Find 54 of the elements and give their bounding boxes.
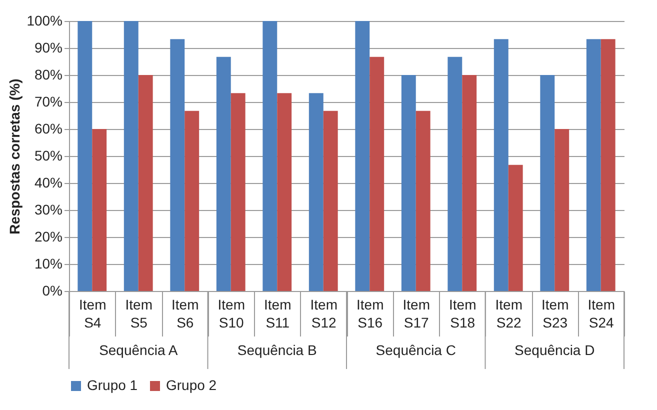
bar <box>462 75 477 291</box>
legend-label: Grupo 2 <box>166 377 217 393</box>
x-tick-label: Item S16 <box>356 296 384 330</box>
bar <box>92 129 107 291</box>
bar <box>540 75 555 291</box>
bar <box>508 164 523 291</box>
x-tick-label: Item S4 <box>79 296 106 330</box>
bar <box>370 56 384 291</box>
text: Sequência B <box>237 342 317 358</box>
bar <box>170 39 185 291</box>
bar <box>416 110 430 291</box>
bar <box>448 56 462 291</box>
y-tick-label: 40% <box>34 174 62 190</box>
bar <box>277 93 292 291</box>
bar <box>124 21 138 291</box>
bar <box>600 39 616 291</box>
y-tick-label: 0% <box>42 282 62 298</box>
x-tick-label: Item S6 <box>172 296 199 330</box>
bar <box>262 21 278 291</box>
y-axis-title: Respostas corretas (%) <box>6 78 23 234</box>
x-tick-label: Item S23 <box>542 296 569 330</box>
x-tick-label: Item S17 <box>402 296 430 330</box>
bar <box>78 21 92 291</box>
y-tick-label: 70% <box>34 94 62 110</box>
y-tick-label: 80% <box>34 66 62 82</box>
y-tick-label: 90% <box>34 40 62 56</box>
bar <box>554 129 570 291</box>
x-tick-label: Item S11 <box>264 296 292 330</box>
legend-label: Grupo 1 <box>87 377 138 393</box>
y-tick-label: 30% <box>34 202 62 218</box>
y-tick-label: 60% <box>34 120 62 136</box>
bar <box>355 21 370 291</box>
x-tick-label: Item S22 <box>495 296 522 330</box>
bar <box>308 93 324 291</box>
bar <box>230 93 246 291</box>
y-tick-label: 20% <box>34 228 62 244</box>
x-tick-label: Item S18 <box>449 296 476 330</box>
y-tick-label: 100% <box>26 12 62 28</box>
bar <box>216 56 231 291</box>
x-tick-label: Item S24 <box>588 296 615 330</box>
y-tick-label: 10% <box>34 256 62 272</box>
bar <box>323 110 338 291</box>
bar <box>138 75 153 291</box>
bar <box>586 39 601 291</box>
bar <box>184 110 200 291</box>
text: Sequência D <box>514 342 595 358</box>
x-tick-label: Item S10 <box>218 296 245 330</box>
text: Sequência C <box>376 342 456 358</box>
text: Sequência A <box>99 342 178 358</box>
x-tick-label: Item S5 <box>125 296 152 330</box>
bar <box>401 75 416 291</box>
y-tick-label: 50% <box>34 148 62 164</box>
bar <box>494 39 508 291</box>
x-tick-label: Item S12 <box>310 296 338 330</box>
